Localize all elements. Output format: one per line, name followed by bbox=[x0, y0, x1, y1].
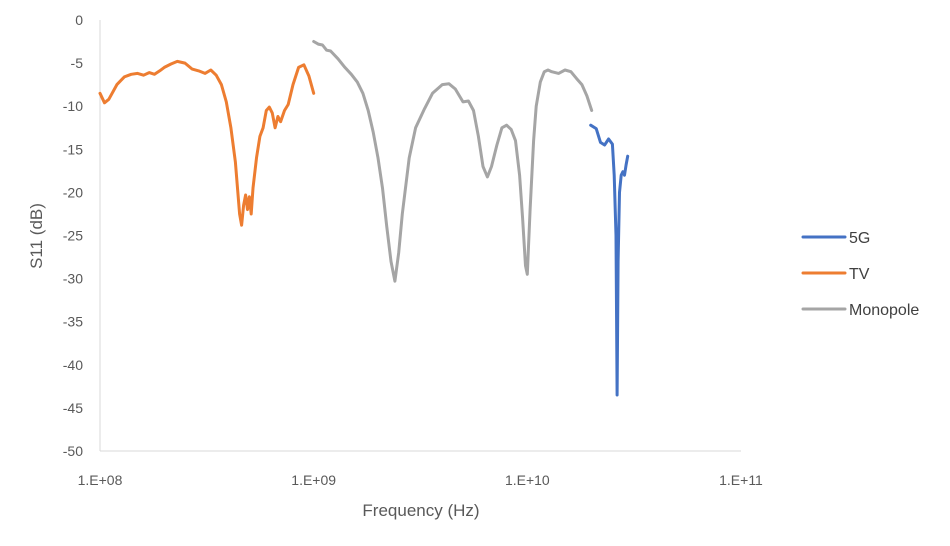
x-tick-label: 1.E+10 bbox=[505, 472, 550, 488]
legend-label-5g: 5G bbox=[849, 230, 870, 247]
y-tick-label: -25 bbox=[63, 228, 83, 244]
x-tick-label: 1.E+08 bbox=[78, 472, 123, 488]
y-axis-title: S11 (dB) bbox=[27, 203, 46, 269]
legend-label-tv: TV bbox=[849, 266, 870, 283]
series-line-tv bbox=[98, 59, 316, 227]
y-axis-tick-labels: 0 -5 -10 -15 -20 -25 -30 -35 -40 -45 -50 bbox=[63, 12, 83, 459]
y-tick-label: -5 bbox=[71, 55, 84, 71]
y-tick-label: -50 bbox=[63, 443, 83, 459]
x-axis-title: Frequency (Hz) bbox=[362, 501, 479, 520]
series-lines bbox=[98, 40, 630, 397]
y-tick-label: -30 bbox=[63, 271, 83, 287]
x-tick-label: 1.E+09 bbox=[291, 472, 336, 488]
legend: 5G TV Monopole bbox=[801, 230, 919, 319]
y-tick-label: -45 bbox=[63, 400, 83, 416]
y-tick-label: 0 bbox=[75, 12, 83, 28]
series-line-monopole bbox=[312, 40, 594, 283]
x-axis-tick-labels: 1.E+08 1.E+09 1.E+10 1.E+11 bbox=[78, 472, 763, 488]
y-tick-label: -20 bbox=[63, 184, 83, 200]
x-tick-label: 1.E+11 bbox=[719, 472, 763, 488]
y-tick-label: -15 bbox=[63, 141, 83, 157]
y-tick-label: -10 bbox=[63, 98, 83, 114]
legend-label-monopole: Monopole bbox=[849, 302, 919, 319]
y-tick-label: -35 bbox=[63, 314, 83, 330]
y-tick-label: -40 bbox=[63, 357, 83, 373]
series-line-5g bbox=[589, 123, 630, 397]
